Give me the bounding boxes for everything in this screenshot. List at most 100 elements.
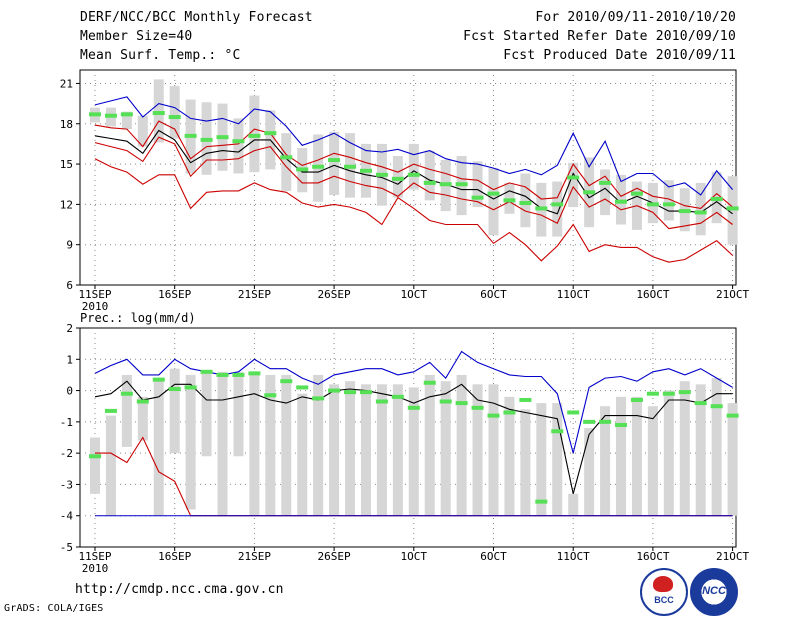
observed-marker <box>104 113 117 118</box>
observed-marker <box>89 454 101 459</box>
observed-marker <box>567 410 580 415</box>
observed-marker <box>168 115 181 120</box>
ensemble-box <box>679 381 690 516</box>
observed-marker <box>694 401 707 406</box>
observed-marker <box>726 413 739 418</box>
ensemble-box <box>647 406 658 516</box>
ensemble-box <box>727 403 738 516</box>
x-tick-label: 11OCT <box>557 288 590 301</box>
ensemble-box <box>711 378 722 516</box>
observed-marker <box>375 399 388 404</box>
observed-marker <box>694 210 707 215</box>
observed-marker <box>328 158 341 163</box>
x-tick-label: 11SEP <box>78 288 111 301</box>
ensemble-box <box>90 437 100 494</box>
ensemble-box <box>281 133 292 191</box>
bcc-emblem-icon <box>653 576 673 592</box>
bcc-logo: BCC <box>640 568 688 616</box>
x-tick-label: 6OCT <box>480 550 507 563</box>
x-tick-label: 26SEP <box>318 288 351 301</box>
observed-marker <box>503 198 516 203</box>
x-tick-label: 16SEP <box>158 550 191 563</box>
observed-marker <box>487 191 500 196</box>
observed-marker <box>519 397 532 402</box>
observed-marker <box>359 390 372 395</box>
x-tick-label: 21SEP <box>238 288 271 301</box>
footer-url[interactable]: http://cmdp.ncc.cma.gov.cn <box>75 582 284 597</box>
observed-marker <box>168 387 181 392</box>
forecast-period: For 2010/09/11-2010/10/20 <box>535 10 736 25</box>
ensemble-box <box>440 381 451 516</box>
observed-marker <box>439 182 452 187</box>
ensemble-box <box>217 371 228 516</box>
x-tick-label: 11OCT <box>557 550 590 563</box>
y-tick-label: 0 <box>66 385 73 398</box>
y-tick-label: 1 <box>66 353 73 366</box>
ensemble-box <box>552 181 563 237</box>
ncc-logo: NCC <box>690 568 738 616</box>
ensemble-box <box>663 390 674 516</box>
ensemble-box <box>695 182 706 236</box>
observed-marker <box>678 390 691 395</box>
x-tick-label: 21SEP <box>238 550 271 563</box>
observed-marker <box>583 419 596 424</box>
observed-marker <box>583 190 596 195</box>
y-tick-label: -2 <box>60 447 73 460</box>
ensemble-box <box>169 86 180 139</box>
y-tick-label: 9 <box>66 239 73 252</box>
y-tick-label: -4 <box>60 510 74 523</box>
y-tick-label: 18 <box>60 118 73 131</box>
ensemble-box <box>121 111 132 130</box>
y-tick-label: 21 <box>60 77 73 90</box>
ensemble-box <box>329 384 340 516</box>
ensemble-box <box>727 176 738 245</box>
observed-marker <box>423 380 436 385</box>
observed-marker <box>280 155 293 160</box>
ensemble-box <box>600 406 611 516</box>
observed-marker <box>264 393 277 398</box>
observed-marker <box>646 202 659 207</box>
observed-marker <box>710 404 723 409</box>
ensemble-box <box>392 384 403 516</box>
ensemble-box <box>137 396 148 441</box>
ensemble-box <box>504 182 515 214</box>
observed-marker <box>599 419 612 424</box>
observed-marker <box>328 388 341 393</box>
ensemble-box <box>201 371 212 457</box>
ensemble-box <box>408 143 419 190</box>
grads-credit: GrADS: COLA/IGES <box>4 603 104 614</box>
observed-marker <box>630 191 643 196</box>
produced-date: Fcst Produced Date 2010/09/11 <box>503 48 736 63</box>
ensemble-box <box>472 384 483 516</box>
ensemble-box <box>568 493 579 516</box>
observed-marker <box>264 131 277 136</box>
ensemble-box <box>488 168 499 236</box>
observed-marker <box>646 391 659 396</box>
ensemble-box <box>663 180 674 221</box>
max-line <box>94 96 734 196</box>
ensemble-box <box>345 381 356 516</box>
observed-marker <box>471 195 484 200</box>
observed-marker <box>216 372 229 377</box>
observed-marker <box>535 499 548 504</box>
observed-marker <box>455 401 468 406</box>
ensemble-box <box>392 156 403 198</box>
x-tick-year: 2010 <box>82 300 109 313</box>
observed-marker <box>599 180 612 185</box>
observed-marker <box>391 176 404 181</box>
chart-title: DERF/NCC/BCC Monthly Forecast <box>80 10 313 25</box>
observed-marker <box>120 391 133 396</box>
ensemble-box <box>472 161 483 208</box>
ensemble-box <box>329 131 340 195</box>
y-tick-label: 2 <box>66 322 73 335</box>
lower-line <box>94 136 733 230</box>
observed-marker <box>407 172 420 177</box>
observed-marker <box>519 201 532 206</box>
observed-marker <box>455 182 468 187</box>
ensemble-box <box>137 115 148 147</box>
observed-marker <box>344 164 357 169</box>
ensemble-box <box>424 150 435 201</box>
x-tick-label: 26SEP <box>318 550 351 563</box>
